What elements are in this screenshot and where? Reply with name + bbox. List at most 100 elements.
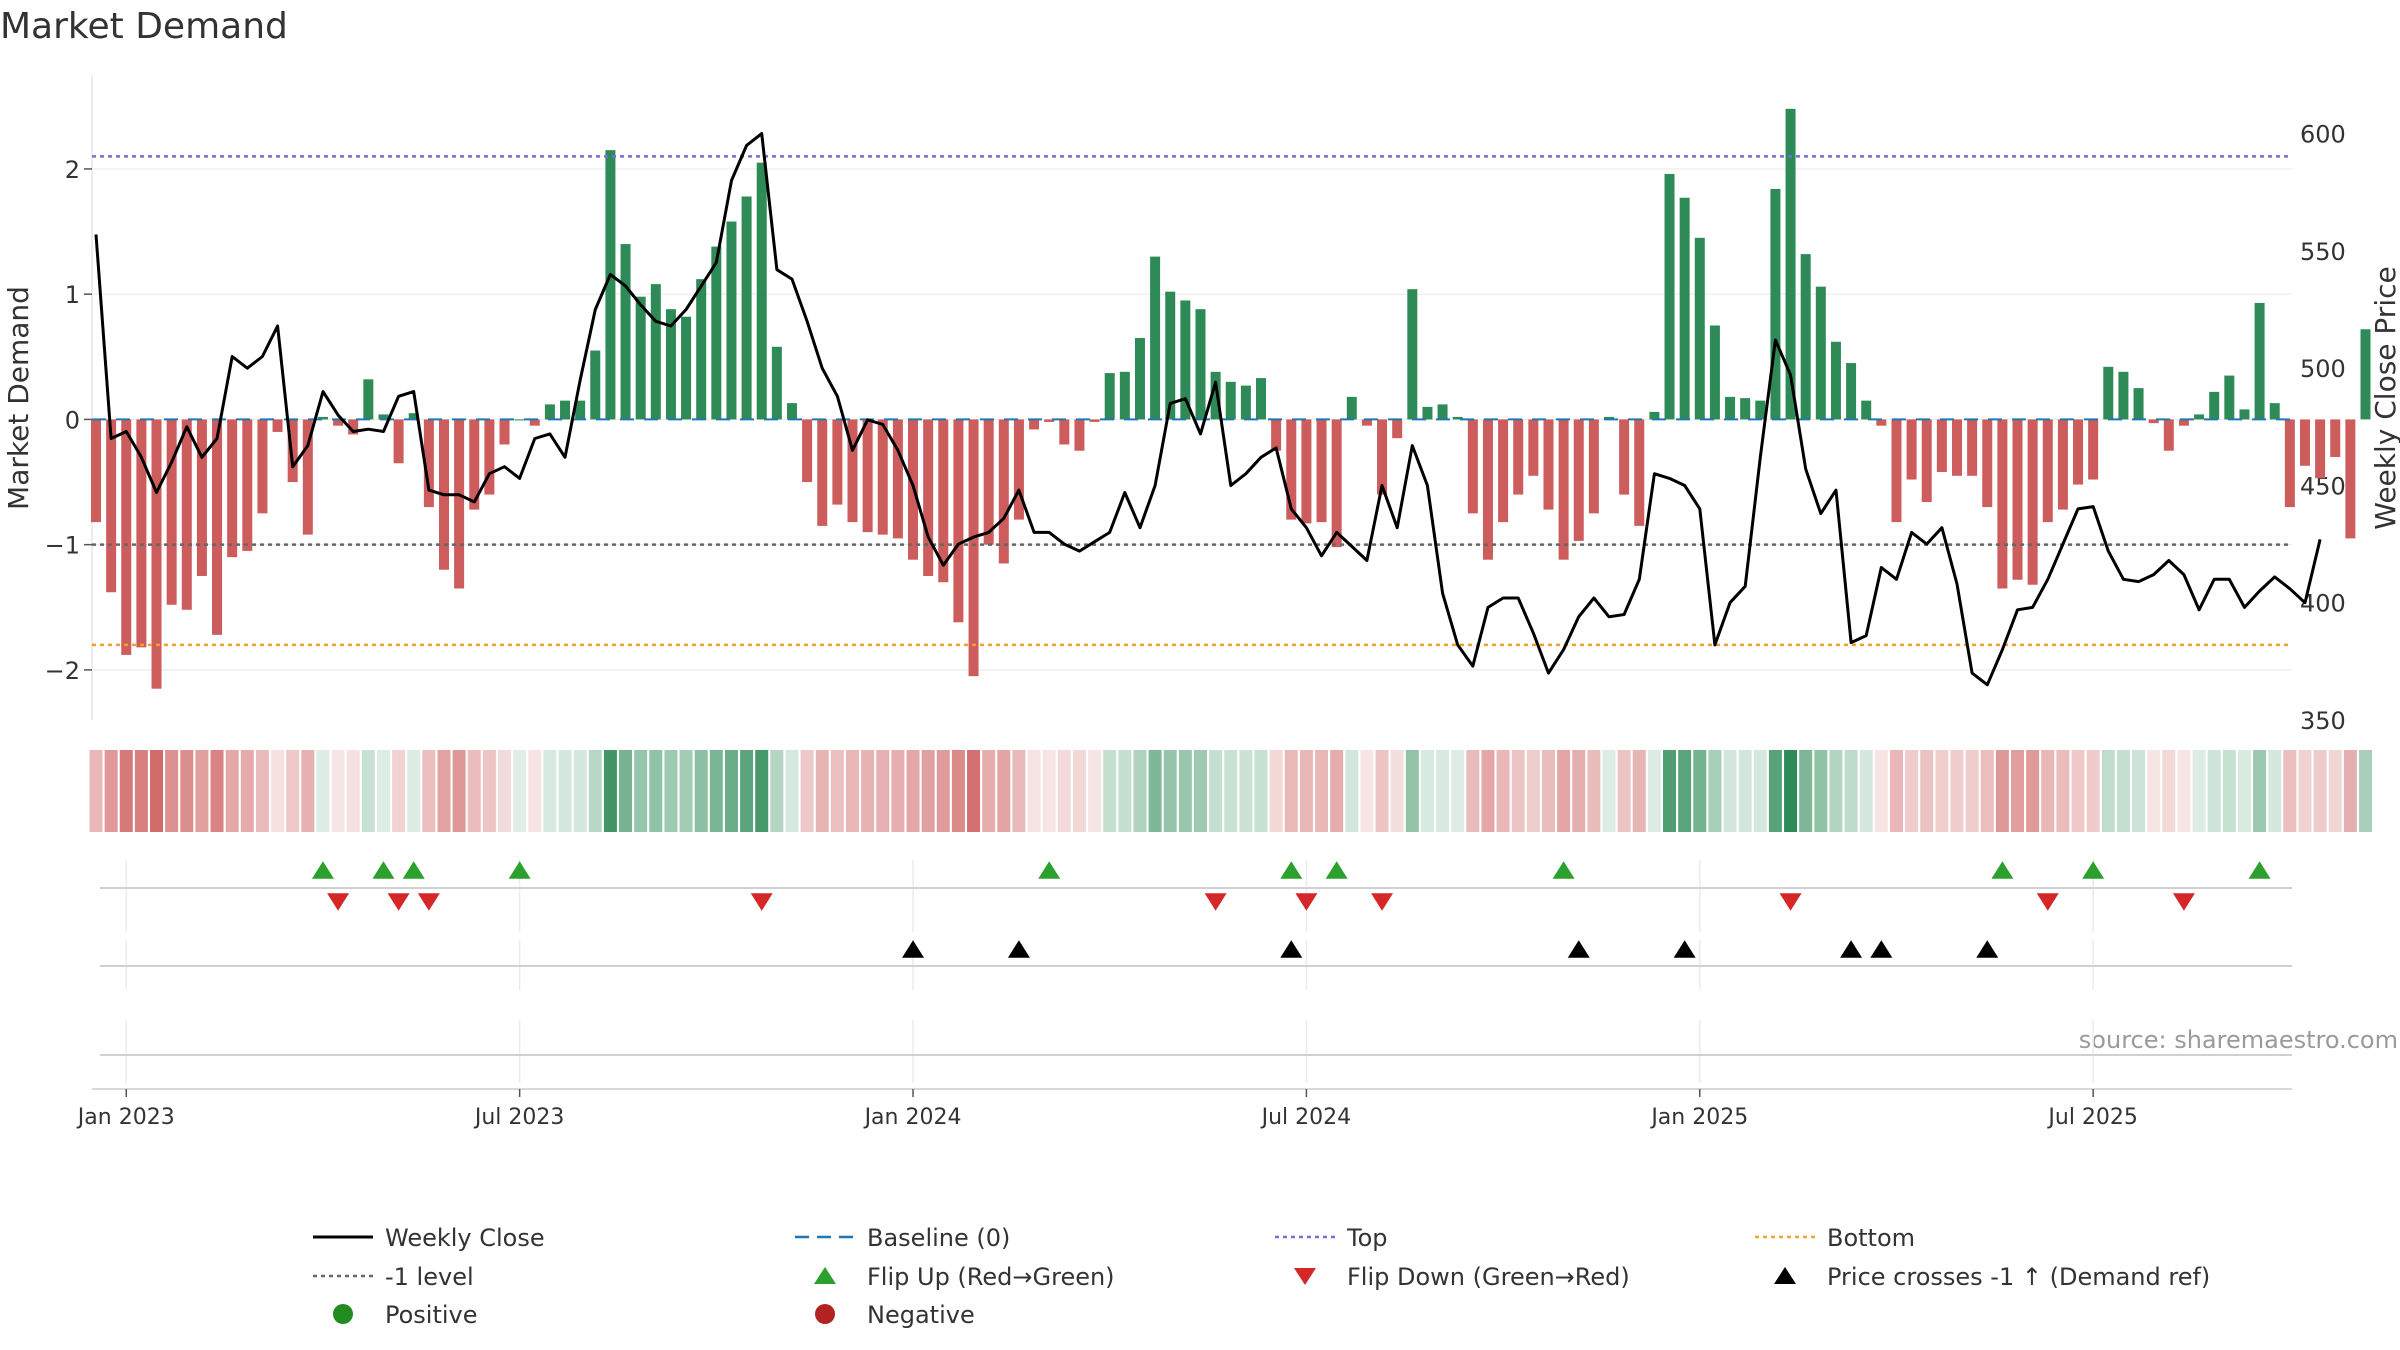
right-axis-label: Weekly Close Price	[2369, 266, 2400, 529]
price-cross-marker	[1673, 940, 1696, 958]
demand-bar	[1770, 188, 1781, 420]
heat-cell	[452, 750, 466, 832]
heat-cell	[1496, 750, 1510, 832]
heat-cell	[1118, 750, 1132, 832]
legend-label: -1 level	[385, 1263, 474, 1291]
demand-bar	[378, 414, 389, 420]
heat-cell	[694, 750, 708, 832]
heat-cell	[679, 750, 693, 832]
heat-cell	[1693, 750, 1707, 832]
heat-cell	[1526, 750, 1540, 832]
heat-cell	[2162, 750, 2176, 832]
ytick-right-label: 350	[2300, 707, 2346, 735]
demand-bar	[348, 419, 359, 435]
heat-cell	[664, 750, 678, 832]
heat-cell	[1042, 750, 1056, 832]
heat-cell	[1753, 750, 1767, 832]
demand-bar	[1951, 419, 1962, 476]
heat-cell	[1209, 750, 1223, 832]
demand-bar	[1876, 419, 1887, 426]
demand-bar	[771, 346, 782, 420]
demand-bar	[1967, 419, 1978, 476]
demand-bar	[635, 296, 646, 420]
demand-bar	[151, 419, 162, 689]
heat-cell	[755, 750, 769, 832]
price-cross-marker	[1280, 940, 1303, 958]
demand-bar	[1482, 419, 1493, 560]
heat-cell	[876, 750, 890, 832]
demand-bar	[469, 419, 480, 510]
demand-bar	[1467, 419, 1478, 514]
demand-bar	[605, 150, 616, 420]
demand-bar	[136, 419, 147, 648]
heat-cell	[255, 750, 269, 832]
demand-bar	[1407, 289, 1418, 420]
demand-bar	[1891, 419, 1902, 523]
legend-swatch	[815, 1304, 835, 1324]
heat-cell	[482, 750, 496, 832]
demand-bar	[227, 419, 238, 558]
heat-cell	[1072, 750, 1086, 832]
heat-cell	[1587, 750, 1601, 832]
heat-cell	[1284, 750, 1298, 832]
demand-bar	[1634, 419, 1645, 526]
demand-bar	[802, 419, 813, 483]
flip-down-marker	[1295, 893, 1318, 911]
demand-bar	[1240, 385, 1251, 420]
demand-bar	[923, 419, 934, 576]
left-axis-label: Market Demand	[2, 286, 35, 510]
demand-bar	[166, 419, 177, 605]
demand-bar	[1301, 419, 1312, 524]
heat-cell	[1557, 750, 1571, 832]
heat-cell	[346, 750, 360, 832]
demand-bar	[1089, 419, 1100, 422]
demand-bar	[998, 419, 1009, 564]
demand-bar	[333, 419, 344, 426]
heat-cell	[1375, 750, 1389, 832]
flip-down-marker	[387, 893, 410, 911]
heat-cell	[513, 750, 527, 832]
heat-cell	[437, 750, 451, 832]
heat-cell	[1133, 750, 1147, 832]
heat-cell	[1874, 750, 1888, 832]
heat-cell	[89, 750, 103, 832]
source-label: source: sharemaestro.com	[2079, 1026, 2398, 1054]
demand-bar	[650, 284, 661, 420]
price-cross-marker	[902, 940, 925, 958]
demand-bar	[832, 419, 843, 505]
heat-cell	[2237, 750, 2251, 832]
heat-cell	[1103, 750, 1117, 832]
demand-bar	[847, 419, 858, 523]
heat-cell	[1178, 750, 1192, 832]
flip-down-marker	[750, 893, 773, 911]
demand-bar	[1588, 419, 1599, 514]
heat-cell	[2116, 750, 2130, 832]
heat-cell	[906, 750, 920, 832]
flip-down-marker	[327, 893, 350, 911]
demand-bar	[1422, 406, 1433, 420]
demand-bar	[1013, 419, 1024, 520]
heat-cell	[846, 750, 859, 832]
flip-up-marker	[1325, 861, 1348, 879]
flip-up-marker	[508, 861, 531, 879]
heat-cell	[1738, 750, 1752, 832]
heat-cell	[1269, 750, 1283, 832]
demand-bar	[1679, 197, 1690, 420]
heat-cell	[2056, 750, 2070, 832]
demand-bar	[2073, 419, 2084, 485]
heat-cell	[2359, 750, 2372, 832]
demand-bar	[2057, 419, 2068, 510]
heat-cell	[1436, 750, 1450, 832]
heat-cell	[1647, 750, 1661, 832]
demand-bar	[1755, 400, 1766, 420]
heat-cell	[422, 750, 436, 832]
flip-up-marker	[311, 861, 334, 879]
legend-item: Bottom	[1755, 1224, 1915, 1252]
demand-bar	[2284, 419, 2295, 508]
heat-cell	[649, 750, 663, 832]
legend-swatch	[333, 1304, 353, 1324]
price-cross-marker	[1567, 940, 1590, 958]
demand-bar	[1619, 419, 1630, 495]
legend-item: Negative	[815, 1301, 975, 1329]
